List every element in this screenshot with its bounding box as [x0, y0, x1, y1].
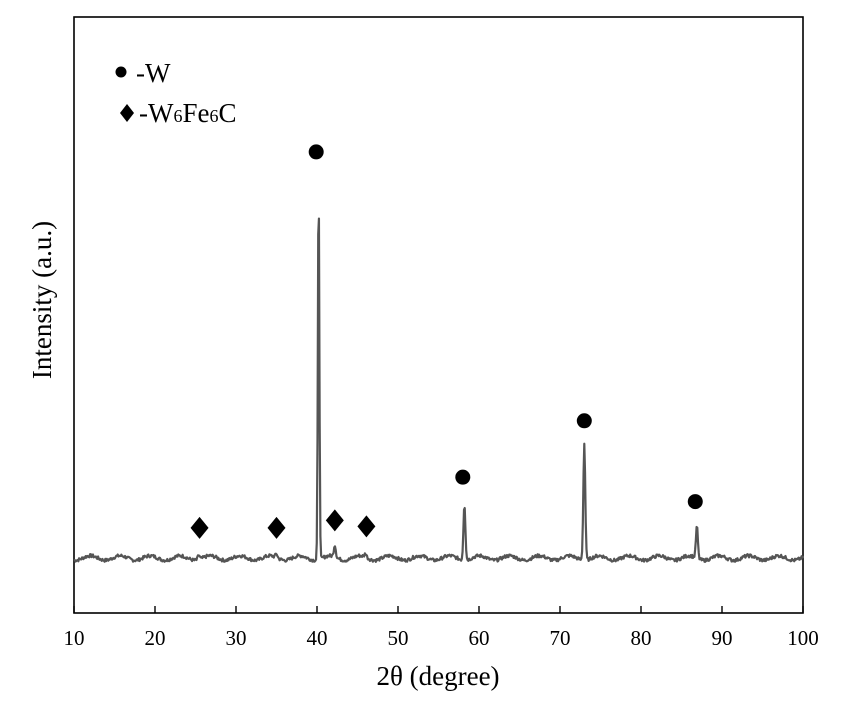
x-tick-label: 20 [145, 626, 166, 650]
y-axis-title: Intensity (a.u.) [27, 221, 57, 379]
x-tick-label: 30 [226, 626, 247, 650]
x-tick-label: 80 [631, 626, 652, 650]
w6fe6c-phase-diamond-marker [267, 516, 286, 539]
legend-label-part: C [218, 98, 236, 128]
legend-label-w: -W [136, 58, 171, 88]
xrd-pattern-line [73, 217, 805, 563]
x-axis-title: 2θ (degree) [376, 661, 499, 691]
x-ticks: 10 20 30 40 50 60 70 80 90 100 [64, 606, 819, 650]
x-tick-label: 100 [787, 626, 819, 650]
x-tick-label: 70 [550, 626, 571, 650]
x-tick-label: 50 [388, 626, 409, 650]
x-tick-label: 60 [469, 626, 490, 650]
w6fe6c-phase-diamond-marker [190, 516, 209, 539]
w-phase-circle-marker [576, 413, 592, 429]
peak-markers [190, 144, 703, 539]
legend-circle-icon [115, 66, 127, 78]
legend-diamond-icon [120, 104, 134, 122]
x-tick-label: 90 [712, 626, 733, 650]
x-tick-label: 40 [307, 626, 328, 650]
legend: -W -W6Fe6C [115, 58, 237, 128]
legend-label-w6fe6c: -W6Fe6C [139, 98, 237, 128]
w-phase-circle-marker [308, 144, 324, 160]
legend-label-subscript: 6 [173, 106, 182, 126]
x-tick-label: 10 [64, 626, 85, 650]
w-phase-circle-marker [687, 494, 703, 510]
legend-label-part: -W [139, 98, 174, 128]
w6fe6c-phase-diamond-marker [357, 515, 376, 538]
plot-frame [73, 16, 804, 614]
legend-label-part: Fe [182, 98, 209, 128]
legend-label-subscript: 6 [209, 106, 218, 126]
w6fe6c-phase-diamond-marker [325, 509, 344, 532]
w-phase-circle-marker [455, 469, 471, 485]
